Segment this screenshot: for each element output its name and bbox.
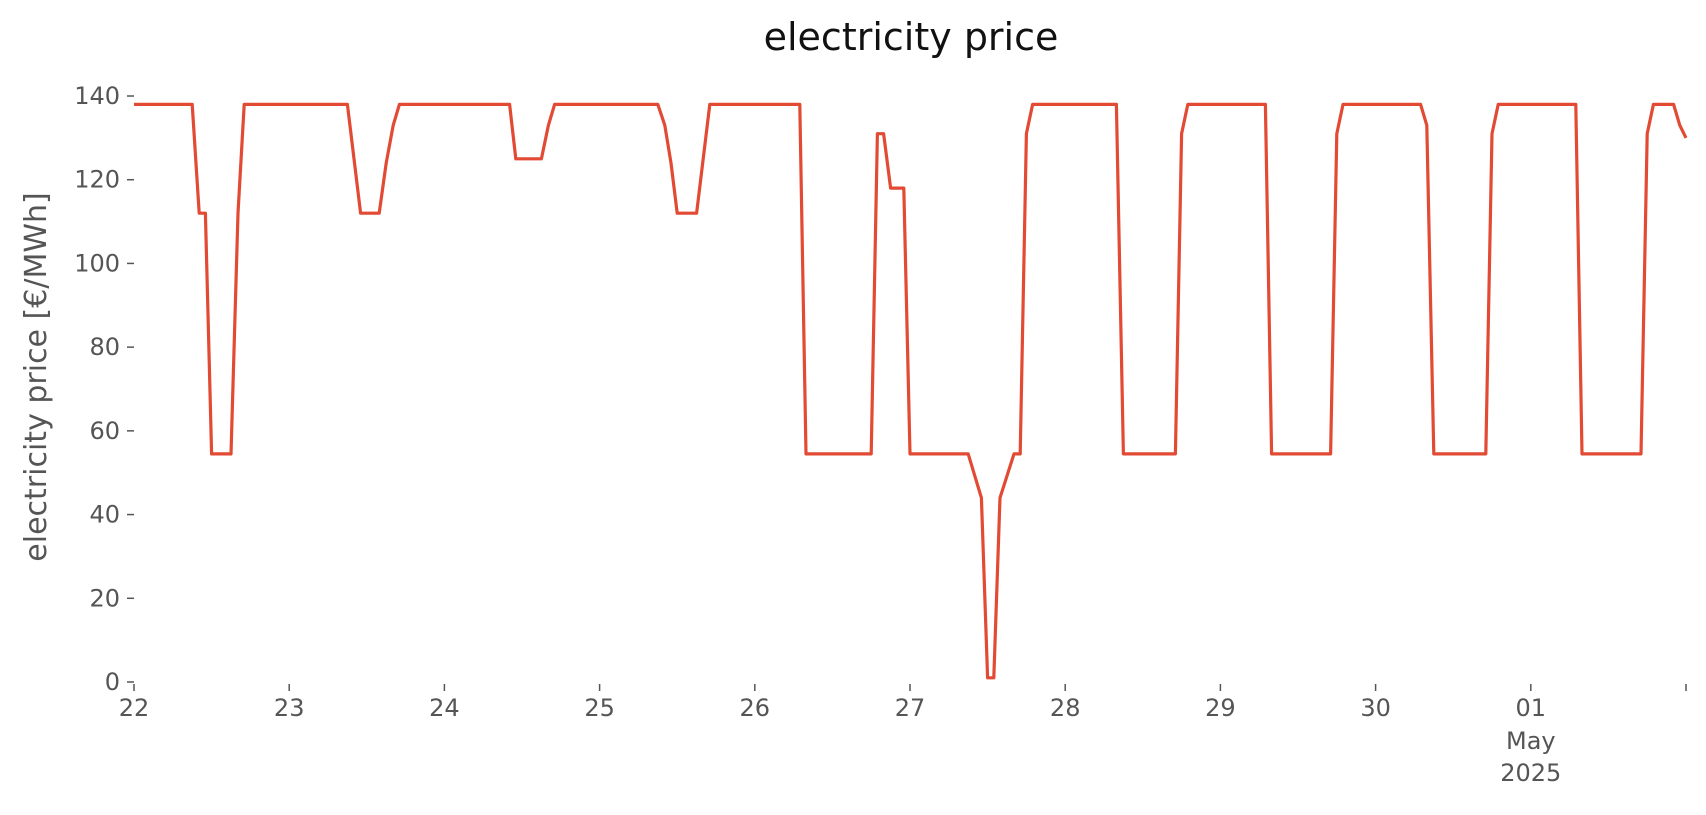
y-axis: 0 20 40 60 80 100 120 140 bbox=[74, 82, 134, 696]
x-tick-label: 29 bbox=[1205, 694, 1236, 722]
x-tick-label: 01 bbox=[1516, 694, 1547, 722]
y-axis-label: electricity price [€/MWh] bbox=[19, 192, 54, 561]
y-tick-label: 80 bbox=[89, 333, 120, 361]
x-tick-label: 28 bbox=[1050, 694, 1081, 722]
x-axis: 22 23 24 25 26 27 28 29 30 01 May 2025 bbox=[119, 684, 1687, 787]
x-tick-label: 27 bbox=[895, 694, 926, 722]
y-tick-label: 120 bbox=[74, 166, 120, 194]
x-tick-label: 23 bbox=[274, 694, 305, 722]
x-tick-label: 24 bbox=[429, 694, 460, 722]
y-tick-label: 60 bbox=[89, 417, 120, 445]
y-tick-label: 100 bbox=[74, 249, 120, 277]
plot-area bbox=[134, 102, 1688, 680]
series-line-electricity-price bbox=[134, 102, 1688, 680]
x-tick-year-label: 2025 bbox=[1500, 759, 1561, 787]
x-tick-label: 25 bbox=[584, 694, 615, 722]
y-tick-label: 140 bbox=[74, 82, 120, 110]
y-tick-label: 0 bbox=[105, 668, 120, 696]
y-tick-label: 40 bbox=[89, 501, 120, 529]
x-tick-label: 30 bbox=[1360, 694, 1391, 722]
chart-title: electricity price bbox=[764, 15, 1059, 59]
y-tick-label: 20 bbox=[89, 584, 120, 612]
x-tick-label: 26 bbox=[740, 694, 771, 722]
x-tick-label: 22 bbox=[119, 694, 150, 722]
x-tick-month-label: May bbox=[1506, 727, 1556, 755]
